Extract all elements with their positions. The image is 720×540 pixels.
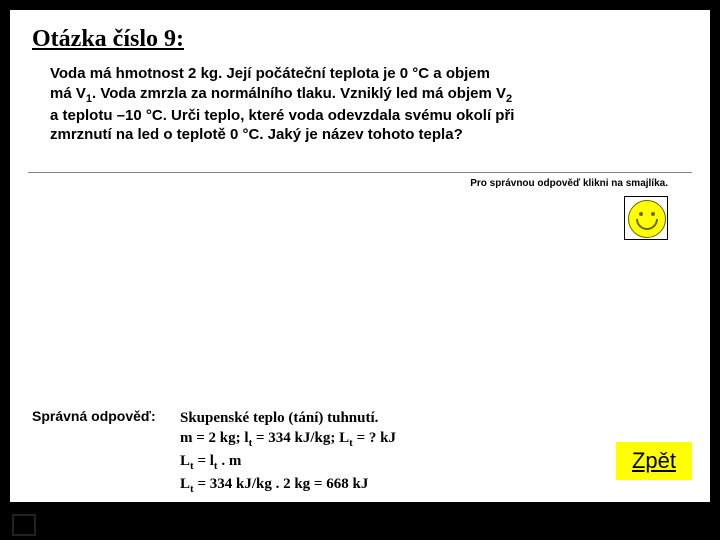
board-frame: Otázka číslo 9: Voda má hmotnost 2 kg. J… [4,4,716,508]
q-line3: a teplotu –10 °C. Urči teplo, které voda… [50,107,514,124]
ans-l4b: = 334 kJ/kg . 2 kg = 668 kJ [194,476,369,492]
q-sub2: 2 [506,93,512,105]
question-title: Otázka číslo 9: [32,26,184,53]
frame-notch [12,514,36,536]
ans-l2c: = ? kJ [353,430,396,446]
ans-l2a: m = 2 kg; l [180,430,249,446]
answer-label: Správná odpověď: [32,408,156,424]
back-button[interactable]: Zpět [616,442,692,480]
ans-l3c: . m [218,453,242,469]
board-content: Otázka číslo 9: Voda má hmotnost 2 kg. J… [12,12,708,500]
ans-l3a: L [180,453,190,469]
ans-l4a: L [180,476,190,492]
q-line4: zmrznutí na led o teplotě 0 °C. Jaký je … [50,126,463,143]
divider-line [28,172,692,173]
smiley-button[interactable] [624,196,668,240]
q-line2a: má V [50,85,86,102]
ans-line1: Skupenské teplo (tání) tuhnutí. [180,410,378,426]
answer-body: Skupenské teplo (tání) tuhnutí. m = 2 kg… [180,408,396,497]
q-line1: Voda má hmotnost 2 kg. Její počáteční te… [50,65,490,82]
frame-stand [0,508,720,540]
hint-text: Pro správnou odpověď klikni na smajlíka. [470,178,668,189]
ans-l3b: = l [194,453,214,469]
ans-l2b: = 334 kJ/kg; L [252,430,349,446]
smiley-icon [628,200,666,238]
q-line2b: . Voda zmrzla za normálního tlaku. Vznik… [92,85,506,102]
question-text: Voda má hmotnost 2 kg. Její počáteční te… [50,64,670,145]
